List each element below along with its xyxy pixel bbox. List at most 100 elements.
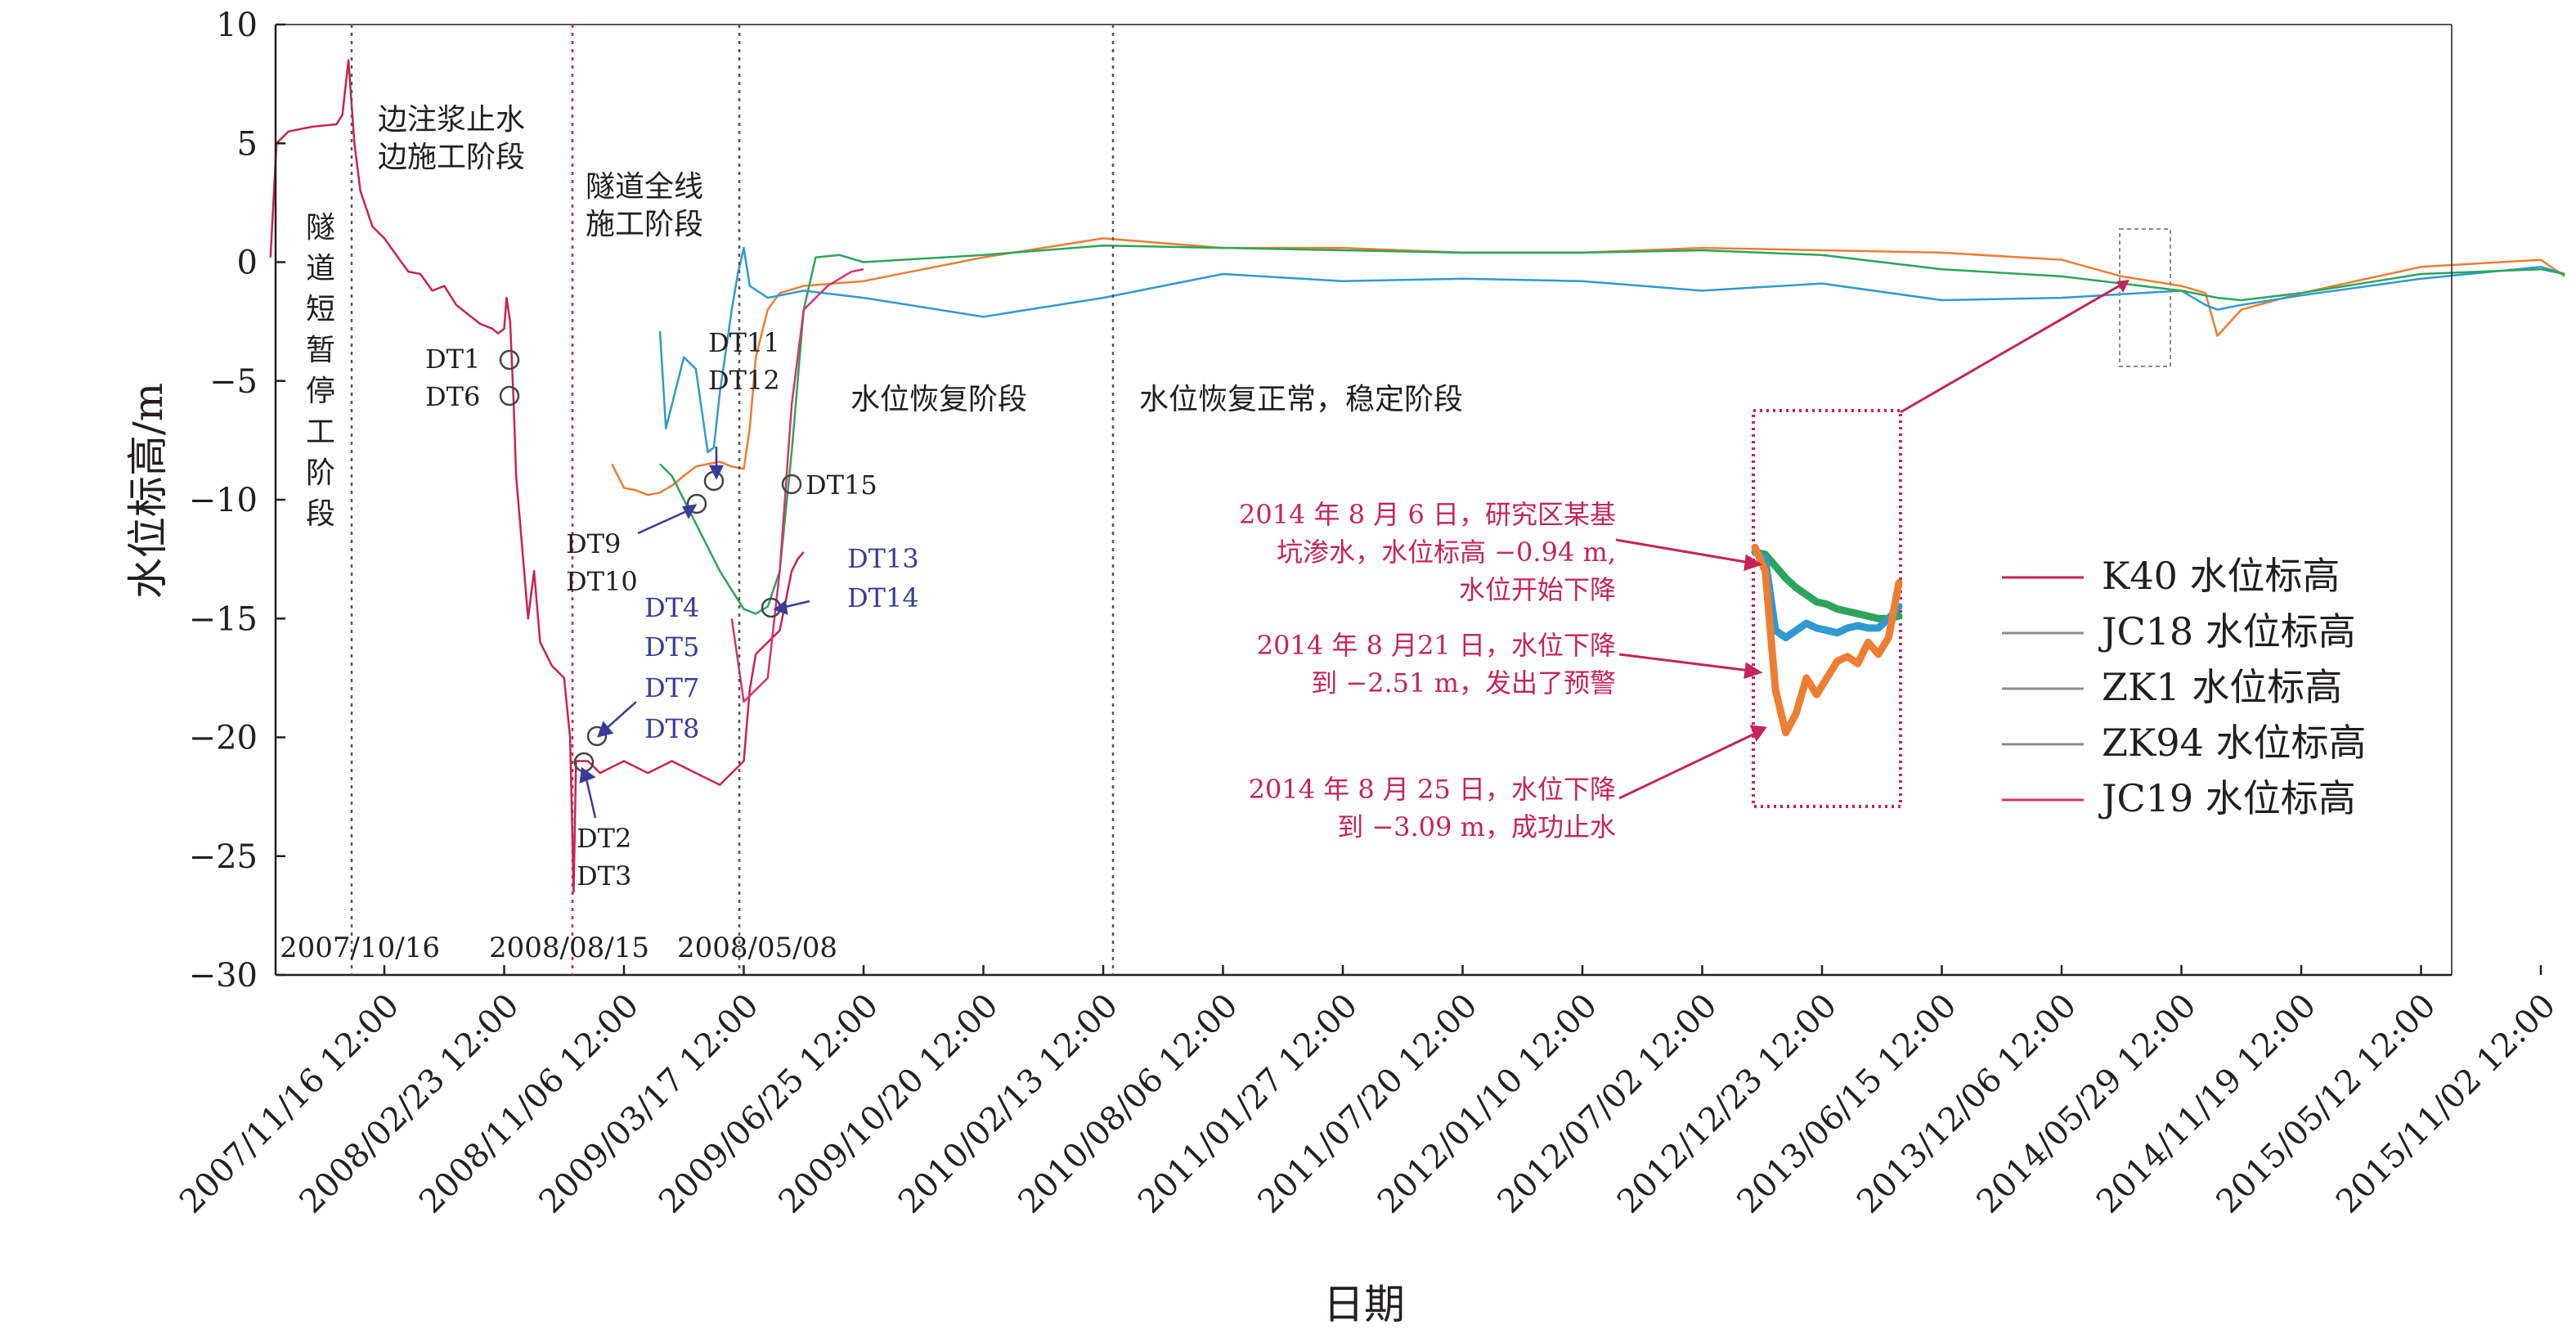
legend-label: ZK1 水位标高: [2102, 665, 2342, 709]
y-tick-label: 5: [237, 125, 258, 163]
x-tick-label: 2009/10/20 12:00: [772, 987, 1006, 1221]
series-line-k40: [269, 59, 805, 893]
divider-date-2: 2008/08/15: [489, 932, 649, 964]
x-tick-label: 2012/12/23 12:00: [1610, 987, 1844, 1221]
phase-2-label-line2: 边施工阶段: [378, 141, 525, 174]
note-1-line3: 水位开始下降: [1459, 574, 1616, 605]
x-tick-label: 2009/03/17 12:00: [532, 987, 766, 1221]
dt4-marker: [586, 725, 608, 747]
note-1-line2: 坑渗水，水位标高 −0.94 m,: [1277, 537, 1616, 568]
svg-text:停: 停: [306, 375, 335, 408]
phase-3-label-line1: 隧道全线: [586, 170, 703, 204]
phase-2-label-line1: 边注浆止水: [378, 103, 525, 137]
y-tick-label: 10: [216, 7, 258, 44]
dt6-label: DT6: [425, 381, 480, 412]
inset-line-zk94: [1751, 548, 1903, 622]
dt4-label: DT4: [644, 592, 699, 623]
y-tick-label: −25: [189, 838, 258, 876]
x-tick-label: 2011/01/27 12:00: [1131, 987, 1365, 1221]
y-tick-label: −15: [189, 600, 258, 638]
svg-text:工: 工: [306, 415, 335, 449]
y-axis-title: 水位标高/m: [124, 383, 172, 599]
note-arrows: [1615, 538, 1767, 800]
dt15-label: DT15: [806, 469, 877, 501]
dt8-label: DT8: [644, 713, 699, 744]
note-2-line2: 到 −2.51 m，发出了预警: [1311, 667, 1616, 698]
dt-markers: [499, 349, 802, 773]
x-tick-label: 2012/07/02 12:00: [1491, 987, 1725, 1221]
y-tick-label: 0: [237, 245, 258, 282]
dt1-label: DT1: [425, 344, 480, 375]
y-tick-label: −5: [209, 363, 258, 401]
note-1-line1: 2014 年 8 月 6 日，研究区某基: [1239, 499, 1616, 530]
legend-label: JC18 水位标高: [2098, 609, 2356, 654]
svg-text:暂: 暂: [306, 334, 335, 367]
series-layer: [269, 59, 2566, 893]
dt2-label: DT2: [577, 823, 631, 854]
divider-date-1: 2007/10/16: [280, 932, 440, 964]
x-tick-label: 2010/02/13 12:00: [891, 987, 1125, 1221]
x-tick-label: 2015/11/02 12:00: [2329, 987, 2563, 1221]
x-tick-label: 2013/06/15 12:00: [1730, 987, 1964, 1221]
svg-text:阶: 阶: [306, 456, 335, 490]
dt9-label: DT9: [566, 528, 621, 559]
inset-connector-arrow: [1900, 280, 2129, 414]
x-tick-label: 2011/07/20 12:00: [1251, 987, 1485, 1221]
dt7-label: DT7: [644, 672, 699, 703]
x-tick-label: 2007/11/16 12:00: [173, 987, 406, 1221]
inset-line-jc18: [1751, 543, 1903, 737]
x-tick-label: 2010/08/06 12:00: [1012, 987, 1245, 1221]
note-3-line2: 到 −3.09 m，成功止水: [1337, 811, 1616, 842]
x-tick-label: 2013/12/06 12:00: [1850, 987, 2084, 1221]
dt1-marker: [499, 349, 520, 371]
svg-text:隧: 隧: [306, 211, 335, 245]
dt6-marker: [499, 385, 520, 406]
dt15-marker: [781, 474, 802, 495]
x-axis-title: 日期: [1323, 1281, 1405, 1328]
dt3-label: DT3: [577, 860, 631, 892]
phase-1-label: 隧 道 短 暂 停 工 阶 段: [306, 211, 335, 531]
y-tick-label: −20: [189, 720, 258, 757]
inset-series-layer: [1751, 543, 1903, 737]
dt13-label: DT13: [847, 543, 919, 574]
dt10-label: DT10: [566, 566, 638, 597]
dt-arrows: [579, 447, 810, 819]
y-ticks: 10 5 0 −5 −10 −15 −20 −25 −30: [189, 7, 285, 995]
phase-3-label-line2: 施工阶段: [586, 208, 703, 241]
series-line-jc19: [730, 267, 864, 703]
inset-frame: [1752, 409, 1902, 808]
legend-label: JC19 水位标高: [2098, 776, 2356, 820]
series-line-zk1: [658, 246, 2565, 454]
legend: K40 水位标高 JC18 水位标高 ZK1 水位标高 ZK94 水位标高 JC19 水…: [2002, 554, 2366, 820]
x-tick-label: 2014/11/19 12:00: [2089, 987, 2323, 1221]
inset-line-zk1: [1751, 548, 1903, 641]
divider-date-3: 2008/05/08: [677, 932, 837, 964]
svg-text:段: 段: [306, 497, 335, 531]
x-tick-label: 2008/11/06 12:00: [412, 987, 646, 1221]
y-tick-label: −30: [189, 957, 258, 995]
event-highlight-box: [2119, 228, 2171, 367]
legend-label: K40 水位标高: [2102, 554, 2340, 598]
dt12-label: DT12: [708, 365, 780, 396]
svg-text:短: 短: [306, 293, 335, 326]
y-tick-label: −10: [189, 482, 258, 519]
dt14-label: DT14: [847, 582, 919, 613]
phase-5-label: 水位恢复正常，稳定阶段: [1139, 383, 1463, 416]
phase-4-label: 水位恢复阶段: [850, 383, 1027, 416]
series-line-zk94: [659, 244, 2565, 615]
svg-text:道: 道: [306, 252, 335, 285]
x-tick-label: 2014/05/29 12:00: [1970, 987, 2204, 1221]
series-line-jc18: [611, 237, 2566, 496]
dt11-label: DT11: [708, 327, 780, 358]
x-tick-label: 2012/01/10 12:00: [1371, 987, 1604, 1221]
note-2-line1: 2014 年 8 月21 日，水位下降: [1257, 630, 1616, 661]
x-tick-label: 2009/06/25 12:00: [652, 987, 886, 1221]
dt9-marker: [686, 493, 707, 514]
legend-label: ZK94 水位标高: [2102, 721, 2366, 765]
note-3-line1: 2014 年 8 月 25 日，水位下降: [1249, 774, 1616, 805]
x-tick-label: 2008/02/23 12:00: [293, 987, 527, 1221]
dt5-label: DT5: [644, 631, 699, 663]
x-tick-label: 2015/05/12 12:00: [2210, 987, 2444, 1221]
